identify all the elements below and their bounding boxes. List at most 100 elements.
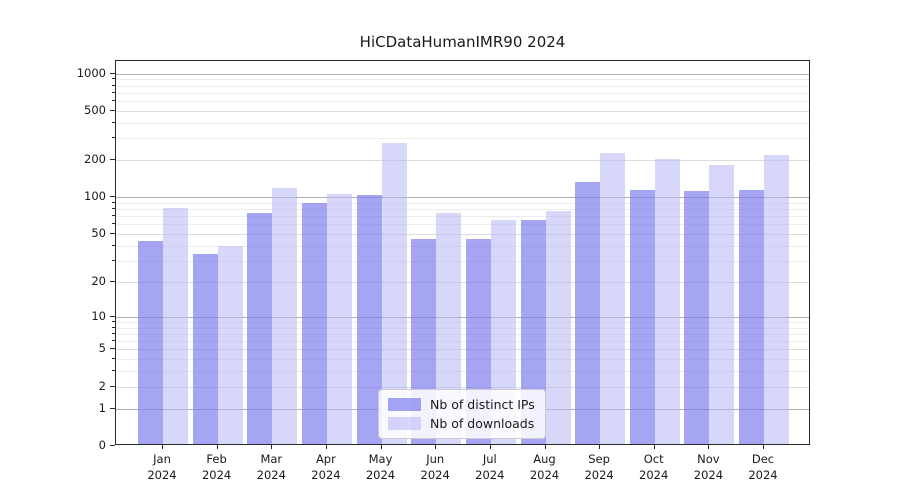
bar-distinct-ips-sep (575, 181, 601, 444)
bar-distinct-ips-mar (247, 212, 273, 444)
bar-distinct-ips-may (356, 194, 382, 444)
gridline (116, 197, 809, 199)
y-minor-tick-mark (112, 340, 115, 342)
x-tick-mark (599, 445, 601, 449)
y-tick-mark (110, 109, 115, 111)
y-minor-tick-mark (112, 137, 115, 139)
x-tick-label: Aug 2024 (505, 452, 585, 483)
y-tick-mark (110, 445, 115, 446)
gridline (116, 138, 809, 140)
bar-downloads-dec (764, 154, 789, 444)
x-tick-month: Dec (751, 452, 775, 466)
x-tick-year: 2024 (584, 467, 614, 482)
y-tick-label: 10 (91, 308, 106, 323)
y-tick-label: 50 (91, 226, 106, 240)
y-tick-label: 5 (98, 341, 106, 356)
bar-downloads-sep (600, 153, 626, 444)
y-minor-tick-mark (112, 332, 115, 334)
y-minor-tick-mark (112, 84, 115, 86)
y-tick-mark (110, 315, 115, 317)
x-tick-month: Feb (206, 452, 227, 466)
gridline (116, 202, 809, 204)
x-tick-mark (653, 445, 655, 449)
x-tick-label: Jul 2024 (450, 452, 530, 483)
bar-downloads-oct (654, 159, 680, 444)
x-tick-year: 2024 (420, 467, 450, 482)
y-tick-mark (110, 385, 115, 387)
bar-distinct-ips-jan (138, 241, 163, 444)
x-tick-label: May 2024 (341, 452, 421, 483)
y-tick-mark (110, 407, 115, 409)
x-tick-label: Apr 2024 (286, 452, 366, 483)
y-minor-tick-mark (112, 244, 115, 246)
x-tick-label: Sep 2024 (559, 452, 639, 483)
y-minor-tick-mark (112, 78, 115, 80)
y-minor-tick-mark (112, 320, 115, 322)
plot-area (115, 60, 810, 445)
legend-swatch-downloads-icon (388, 417, 421, 430)
y-minor-tick-mark (112, 215, 115, 217)
gridline (116, 216, 809, 218)
x-tick-mark (380, 445, 382, 449)
x-tick-year: 2024 (475, 467, 505, 482)
y-tick-label: 200 (84, 152, 106, 166)
x-tick-label: Jan 2024 (122, 452, 202, 483)
y-minor-tick-mark (112, 121, 115, 123)
gridline (116, 321, 809, 323)
y-minor-tick-mark (112, 326, 115, 328)
legend-label-distinct-ips: Nb of distinct IPs (430, 397, 535, 412)
x-tick-month: Sep (588, 452, 610, 466)
x-tick-year: 2024 (639, 467, 669, 482)
legend-row-distinct-ips: Nb of distinct IPs (388, 395, 536, 414)
bar-downloads-apr (326, 194, 352, 444)
x-tick-year: 2024 (748, 467, 778, 482)
x-tick-month: Jan (153, 452, 171, 466)
x-tick-year: 2024 (693, 467, 724, 482)
x-tick-label: Feb 2024 (177, 452, 257, 483)
gridline (116, 281, 809, 283)
x-tick-year: 2024 (529, 467, 560, 482)
gridline (116, 333, 809, 335)
x-tick-month: Aug (533, 452, 556, 466)
x-tick-mark (708, 445, 710, 449)
y-tick-label: 2 (98, 378, 106, 393)
bar-downloads-feb (217, 246, 243, 444)
y-tick-mark (110, 233, 115, 234)
bar-distinct-ips-oct (629, 190, 655, 444)
gridline (116, 316, 809, 318)
gridline (116, 85, 809, 87)
x-tick-month: Oct (643, 452, 664, 466)
gridline (116, 245, 809, 247)
legend-swatch-distinct-ips-icon (388, 398, 421, 411)
y-minor-tick-mark (112, 91, 115, 93)
x-tick-year: 2024 (311, 467, 341, 482)
gridline (116, 260, 809, 262)
bar-distinct-ips-dec (739, 190, 764, 444)
y-minor-tick-mark (112, 259, 115, 261)
legend-label-downloads: Nb of downloads (430, 416, 535, 431)
gridline (116, 209, 809, 210)
y-tick-label: 1 (98, 400, 106, 415)
gridline (116, 73, 809, 75)
x-tick-year: 2024 (201, 467, 232, 482)
gridline (116, 359, 809, 361)
gridline (116, 224, 809, 226)
y-tick-label: 20 (91, 273, 106, 288)
x-tick-label: Dec 2024 (723, 452, 803, 483)
bar-distinct-ips-nov (684, 191, 710, 444)
bar-downloads-aug (545, 210, 571, 444)
gridline (116, 79, 809, 81)
y-tick-label: 1000 (76, 65, 106, 80)
x-tick-mark (216, 445, 218, 449)
y-minor-tick-mark (112, 223, 115, 225)
y-minor-tick-mark (112, 201, 115, 203)
x-tick-label: Nov 2024 (668, 452, 748, 483)
y-tick-label: 0 (98, 438, 106, 452)
x-tick-label: Oct 2024 (614, 452, 694, 483)
bar-distinct-ips-feb (192, 253, 218, 444)
x-tick-year: 2024 (365, 467, 396, 482)
legend-row-downloads: Nb of downloads (388, 414, 536, 433)
x-tick-month: May (368, 452, 393, 466)
x-tick-month: Jul (482, 452, 497, 466)
bar-downloads-nov (709, 164, 735, 444)
